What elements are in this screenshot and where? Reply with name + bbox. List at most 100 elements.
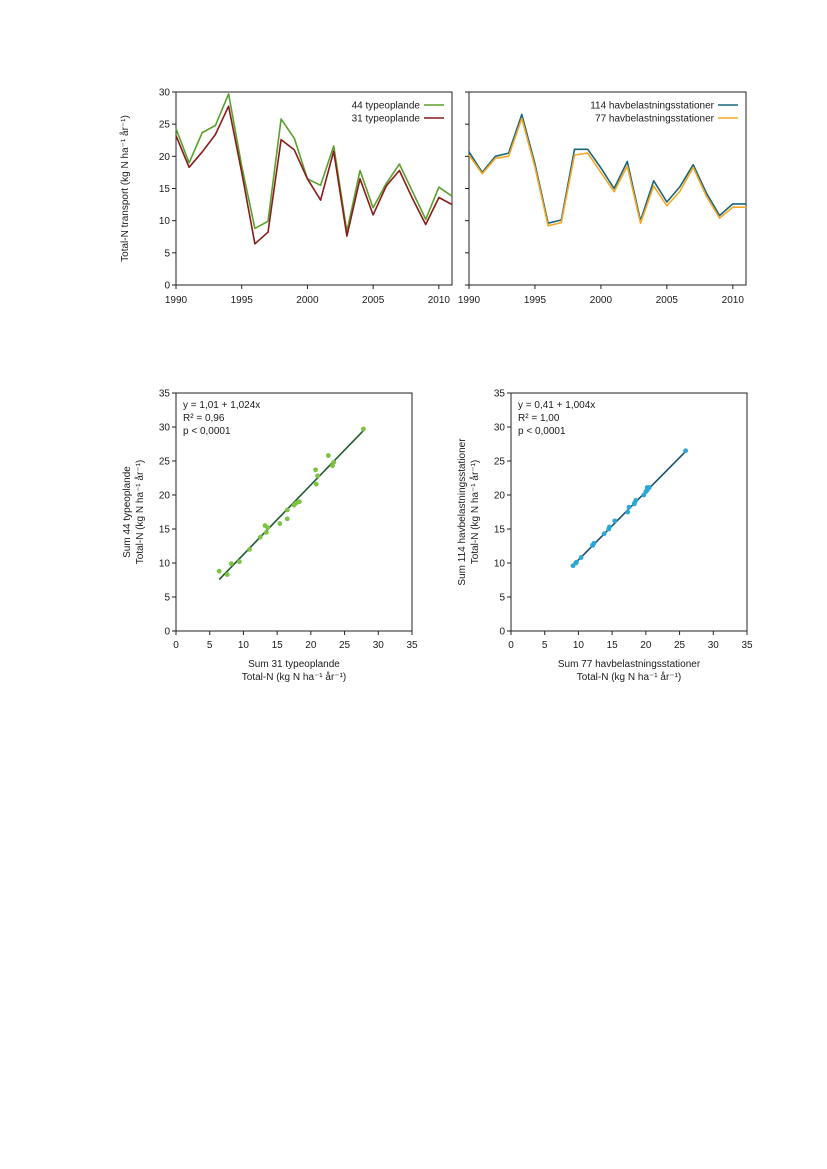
series-line-2 bbox=[175, 105, 453, 245]
stats-annotation: p < 0,0001 bbox=[183, 426, 231, 437]
stats-annotation: p < 0,0001 bbox=[518, 426, 566, 437]
x-tick-label: 10 bbox=[238, 640, 250, 651]
chart-panel-1: 0 5 10 15 20 25 30 1990 1995 2000 2005 2010 44 typeo… bbox=[119, 88, 453, 306]
x-axis-label: Total-N (kg N ha⁻¹ år⁻¹) bbox=[242, 671, 346, 683]
data-point bbox=[626, 504, 632, 510]
y-tick-label: 30 bbox=[159, 88, 171, 99]
data-point bbox=[257, 534, 263, 540]
data-point bbox=[590, 542, 595, 548]
regression-line bbox=[218, 429, 365, 581]
y-axis-label: Total-N transport (kg N ha⁻¹ år⁻¹) bbox=[119, 115, 131, 262]
y-tick-label: 5 bbox=[164, 593, 170, 604]
x-tick-label: 30 bbox=[708, 640, 720, 651]
x-tick-label: 25 bbox=[339, 640, 351, 651]
x-tick-label: 2005 bbox=[362, 295, 385, 306]
data-point bbox=[247, 547, 252, 552]
stats-annotation: R² = 0,96 bbox=[183, 413, 225, 424]
y-tick-label: 0 bbox=[499, 627, 505, 638]
y-tick-label: 20 bbox=[494, 491, 506, 502]
x-tick-label: 1990 bbox=[165, 295, 188, 306]
x-tick-label: 0 bbox=[173, 640, 179, 651]
y-tick-label: 35 bbox=[494, 389, 506, 400]
y-tick-label: 15 bbox=[494, 525, 506, 536]
series-line-1 bbox=[175, 93, 453, 233]
y-tick-label: 10 bbox=[159, 216, 171, 227]
data-point bbox=[361, 426, 366, 432]
y-tick-label: 25 bbox=[159, 457, 171, 468]
data-point bbox=[625, 509, 631, 515]
x-tick-label: 35 bbox=[741, 640, 753, 651]
x-tick-label: 2010 bbox=[428, 295, 451, 306]
y-tick-label: 25 bbox=[159, 120, 171, 131]
x-tick-label: 10 bbox=[573, 640, 585, 651]
y-tick-label: 30 bbox=[159, 423, 171, 434]
data-point bbox=[643, 489, 649, 494]
legend-label: 31 typeoplande bbox=[352, 114, 421, 125]
y-tick-label: 0 bbox=[164, 627, 170, 638]
data-point bbox=[331, 459, 337, 465]
legend-label: 77 havbelastningsstationer bbox=[595, 114, 715, 125]
data-point bbox=[607, 524, 612, 530]
stats-annotation: R² = 1,00 bbox=[518, 413, 560, 424]
plot-frame bbox=[175, 392, 413, 632]
x-axis-label: Total-N (kg N ha⁻¹ år⁻¹) bbox=[577, 671, 681, 683]
data-point bbox=[646, 485, 652, 490]
y-tick-label: 30 bbox=[494, 423, 506, 434]
data-point bbox=[573, 560, 579, 566]
series-line-1 bbox=[468, 113, 746, 224]
data-point bbox=[313, 467, 318, 473]
x-tick-label: 35 bbox=[406, 640, 418, 651]
data-point bbox=[277, 521, 283, 526]
stats-annotation: y = 1,01 + 1,024x bbox=[183, 400, 260, 411]
x-tick-label: 5 bbox=[542, 640, 548, 651]
x-tick-label: 1990 bbox=[458, 295, 481, 306]
x-tick-label: 15 bbox=[272, 640, 284, 651]
x-axis-label: Sum 31 typeoplande bbox=[248, 659, 340, 670]
chart-panel-2: 1990 1995 2000 2005 2010 114 havbelastningsst… bbox=[458, 91, 747, 306]
y-tick-label: 25 bbox=[494, 457, 506, 468]
y-tick-label: 5 bbox=[164, 248, 170, 259]
y-tick-label: 10 bbox=[159, 559, 171, 570]
y-tick-label: 10 bbox=[494, 559, 506, 570]
data-point bbox=[631, 501, 637, 507]
x-tick-label: 2005 bbox=[656, 295, 679, 306]
x-tick-label: 2000 bbox=[296, 295, 319, 306]
legend-label: 114 havbelastningsstationer bbox=[590, 101, 714, 112]
y-tick-label: 20 bbox=[159, 152, 171, 163]
y-tick-label: 5 bbox=[499, 593, 505, 604]
x-axis-label: Sum 77 havbelastningsstationer bbox=[558, 659, 701, 670]
y-tick-label: 0 bbox=[164, 281, 170, 292]
data-point bbox=[228, 561, 234, 567]
y-axis-label: Sum 44 typeoplande bbox=[122, 466, 133, 558]
data-point bbox=[315, 473, 320, 479]
x-tick-label: 2010 bbox=[722, 295, 745, 306]
y-tick-label: 15 bbox=[159, 184, 171, 195]
x-tick-label: 5 bbox=[207, 640, 213, 651]
data-point bbox=[683, 448, 689, 454]
data-point bbox=[224, 572, 230, 577]
chart-panel-3: 0 5 10 15 20 25 30 35 0 5 10 15 20 25 30 35 y = 1,01 + 1… bbox=[122, 389, 418, 684]
data-point bbox=[601, 531, 607, 537]
data-point bbox=[293, 500, 299, 506]
series-line-2 bbox=[468, 117, 746, 227]
data-point bbox=[284, 507, 290, 513]
data-point bbox=[284, 516, 290, 522]
legend-label: 44 typeoplande bbox=[352, 101, 421, 112]
x-tick-label: 20 bbox=[640, 640, 652, 651]
x-tick-label: 1995 bbox=[231, 295, 254, 306]
data-point bbox=[236, 559, 242, 565]
data-point bbox=[612, 518, 618, 524]
y-tick-label: 20 bbox=[159, 491, 171, 502]
data-point bbox=[265, 525, 271, 531]
chart-panel-4: 0 5 10 15 20 25 30 35 0 5 10 15 20 25 30 35 y = 0,41 + 1… bbox=[457, 389, 753, 684]
y-axis-label: Total-N (kg N ha⁻¹ år⁻¹) bbox=[469, 460, 481, 564]
stats-annotation: y = 0,41 + 1,004x bbox=[518, 400, 595, 411]
x-tick-label: 15 bbox=[607, 640, 619, 651]
y-axis-label: Sum 114 havbelastningsstationer bbox=[457, 438, 468, 586]
y-tick-label: 35 bbox=[159, 389, 171, 400]
data-point bbox=[325, 453, 331, 458]
x-tick-label: 0 bbox=[508, 640, 514, 651]
x-tick-label: 2000 bbox=[590, 295, 613, 306]
data-point bbox=[216, 568, 222, 574]
data-point bbox=[263, 530, 269, 535]
